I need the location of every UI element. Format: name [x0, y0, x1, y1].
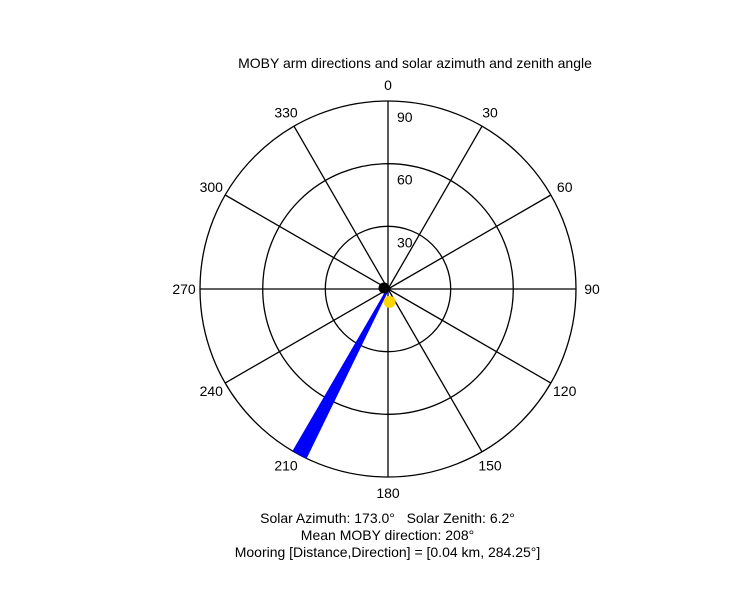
ring-60	[262, 163, 514, 415]
arm-direction-bundle	[293, 289, 388, 458]
angle-tick-label-120: 120	[553, 383, 577, 399]
angle-tick-label-90: 90	[584, 281, 600, 297]
angle-tick-label-150: 150	[478, 458, 502, 474]
spoke-240	[224, 288, 389, 384]
spoke-300	[224, 194, 389, 290]
angle-tick-label-300: 300	[200, 179, 224, 195]
angle-tick-label-240: 240	[200, 383, 224, 399]
ring-90	[199, 100, 577, 478]
radius-tick-label-60: 60	[397, 172, 413, 188]
angle-tick-label-180: 180	[376, 485, 400, 501]
angle-tick-label-330: 330	[274, 104, 298, 120]
spoke-150	[387, 288, 483, 453]
mooring-point	[378, 282, 390, 294]
spoke-60	[387, 194, 552, 290]
solar-info: Solar Azimuth: 173.0° Solar Zenith: 6.2°	[260, 510, 515, 526]
spoke-30	[387, 125, 483, 290]
spoke-120	[387, 288, 552, 384]
angle-tick-label-30: 30	[482, 104, 498, 120]
angle-tick-label-0: 0	[384, 77, 392, 93]
angle-tick-label-210: 210	[274, 458, 298, 474]
angle-tick-label-60: 60	[557, 179, 573, 195]
radius-tick-label-30: 30	[397, 234, 413, 250]
spoke-330	[293, 125, 389, 290]
polar-grid	[199, 100, 577, 478]
data-layer	[292, 282, 396, 459]
mean-direction-info: Mean MOBY direction: 208°	[300, 527, 475, 543]
radius-tick-label-90: 90	[397, 109, 413, 125]
mooring-info: Mooring [Distance,Direction] = [0.04 km,…	[234, 544, 541, 560]
tick-labels: 0 30 60 90 120 150 180 210 240 270 300 330 30 60 90	[172, 77, 600, 501]
ring-30	[324, 225, 452, 353]
chart-title: MOBY arm directions and solar azimuth an…	[238, 55, 592, 71]
solar-point	[383, 295, 396, 308]
angle-tick-label-270: 270	[172, 281, 196, 297]
